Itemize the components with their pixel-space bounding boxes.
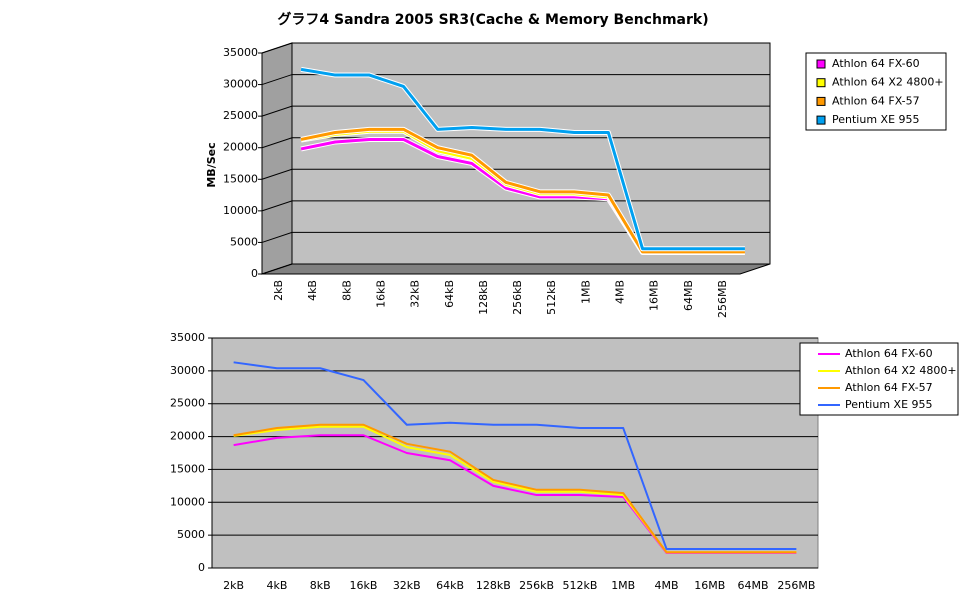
grid-line xyxy=(261,42,770,54)
legend-label: Athlon 64 FX-60 xyxy=(845,347,933,360)
legend-label: Pentium XE 955 xyxy=(832,113,920,126)
legend-box xyxy=(805,52,947,131)
x-tick-label: 256kB xyxy=(511,280,524,315)
x-tick-label: 256MB xyxy=(716,280,729,318)
series-line xyxy=(300,127,745,254)
legend-swatch xyxy=(816,59,826,69)
x-tick-label: 64MB xyxy=(682,280,695,311)
x-tick-label: 16MB xyxy=(648,280,661,311)
x-tick-label: 64kB xyxy=(443,280,456,308)
y-axis-label: MB/Sec xyxy=(205,142,218,187)
x-tick-label: 4kB xyxy=(266,579,287,592)
x-tick-label: 1MB xyxy=(579,280,592,304)
x-tick-label: 4MB xyxy=(654,579,678,592)
x-tick-label: 16kB xyxy=(375,280,388,308)
y-tick-label: 5000 xyxy=(177,528,205,541)
y-tick-label: 35000 xyxy=(223,46,258,59)
x-tick-label: 8kB xyxy=(340,280,353,301)
y-tick-label: 10000 xyxy=(170,495,205,508)
y-tick-label: 10000 xyxy=(223,204,258,217)
y-tick-label: 20000 xyxy=(223,141,258,154)
y-tick-label: 15000 xyxy=(170,462,205,475)
x-tick-label: 32kB xyxy=(393,579,421,592)
legend-label: Pentium XE 955 xyxy=(845,398,933,411)
series-line xyxy=(233,361,797,550)
x-tick-label: 128kB xyxy=(477,280,490,315)
x-tick-label: 512kB xyxy=(562,579,597,592)
x-tick-label: 16kB xyxy=(350,579,378,592)
legend-label: Athlon 64 X2 4800+ xyxy=(832,76,944,89)
x-tick-label: 256MB xyxy=(777,579,815,592)
x-tick-label: 32kB xyxy=(409,280,422,308)
y-tick-label: 25000 xyxy=(223,109,258,122)
y-tick-label: 5000 xyxy=(230,235,258,248)
legend-label: Athlon 64 FX-57 xyxy=(832,94,920,107)
x-tick-label: 4kB xyxy=(306,280,319,301)
grid-line xyxy=(261,263,770,275)
legend-swatch xyxy=(816,96,826,106)
x-tick-label: 64MB xyxy=(738,579,769,592)
series-line xyxy=(233,423,797,554)
y-tick-label: 0 xyxy=(198,561,205,574)
legend-swatch xyxy=(816,78,826,88)
x-tick-label: 8kB xyxy=(310,579,331,592)
side-wall xyxy=(261,42,293,275)
x-tick-label: 2kB xyxy=(272,280,285,301)
chart-title: グラフ4 Sandra 2005 SR3(Cache & Memory Benc… xyxy=(277,11,708,28)
x-tick-label: 1MB xyxy=(611,579,635,592)
y-tick-label: 35000 xyxy=(170,331,205,344)
legend-label: Athlon 64 FX-57 xyxy=(845,381,933,394)
y-tick-label: 30000 xyxy=(170,364,205,377)
x-tick-label: 512kB xyxy=(545,280,558,315)
y-tick-label: 20000 xyxy=(170,430,205,443)
y-tick-label: 25000 xyxy=(170,397,205,410)
y-tick-label: 15000 xyxy=(223,172,258,185)
plot-area xyxy=(211,337,819,569)
x-tick-label: 128kB xyxy=(476,579,511,592)
series-line xyxy=(300,67,745,251)
legend-swatch xyxy=(816,115,826,125)
x-tick-label: 2kB xyxy=(223,579,244,592)
x-tick-label: 4MB xyxy=(614,280,627,304)
y-tick-label: 0 xyxy=(251,267,258,280)
legend-label: Athlon 64 X2 4800+ xyxy=(845,364,957,377)
y-tick-label: 30000 xyxy=(223,78,258,91)
grid-line xyxy=(261,105,770,117)
x-tick-label: 64kB xyxy=(436,579,464,592)
grid-line xyxy=(261,74,770,86)
grid-line xyxy=(261,231,770,243)
x-tick-label: 256kB xyxy=(519,579,554,592)
grid-line xyxy=(261,168,770,180)
floor xyxy=(261,263,771,275)
x-tick-label: 16MB xyxy=(694,579,725,592)
legend-label: Athlon 64 FX-60 xyxy=(832,57,920,70)
